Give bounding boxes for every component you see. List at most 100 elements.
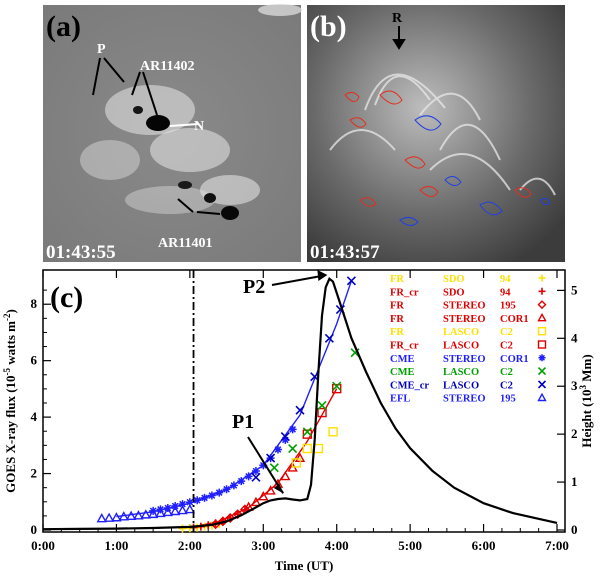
legend-instrument: LASCO <box>443 341 479 352</box>
square-marker <box>537 327 547 336</box>
label-r: R <box>392 11 403 26</box>
legend-object: CME <box>390 354 415 365</box>
triangle-marker <box>250 496 262 507</box>
triangle-marker <box>118 511 129 521</box>
y-tick-label: 6 <box>31 353 38 368</box>
legend-instrument: SDO <box>443 287 465 298</box>
annotation-p2-arrowhead <box>317 270 328 281</box>
triangle-marker <box>162 506 174 517</box>
star-marker <box>193 496 202 505</box>
y-tick-label: 0 <box>31 522 38 537</box>
y2-ticks: 0 1 2 3 4 5 <box>557 282 578 537</box>
euv-loops <box>329 73 556 196</box>
panel-a-arrows <box>92 57 221 215</box>
x-marker <box>332 381 342 391</box>
legend-object: FR <box>390 301 404 312</box>
square-marker <box>332 383 342 394</box>
legend-object: FR_cr <box>390 341 419 352</box>
legend-object: FR <box>390 274 404 285</box>
x-marker <box>537 367 547 376</box>
legend-instrument: SDO <box>443 274 465 285</box>
legend-channel: C2 <box>500 380 513 391</box>
triangle-marker <box>265 485 276 495</box>
legend-instrument: LASCO <box>443 367 479 378</box>
diamond-marker <box>217 516 228 527</box>
y-axis-title: GOES X-ray flux (10-5 watts m-2) <box>2 309 18 493</box>
label-n: N <box>194 119 204 134</box>
x-tick-label: 1:00 <box>105 538 129 553</box>
data-markers <box>96 276 360 533</box>
x-marker <box>280 431 290 442</box>
triangle-marker <box>184 503 196 514</box>
square-marker <box>313 443 324 454</box>
star-marker <box>251 467 260 476</box>
legend-channel: C2 <box>500 327 513 338</box>
x-marker <box>251 472 261 482</box>
panel-a-time: 01:43:55 <box>46 242 116 263</box>
star-marker <box>281 435 290 444</box>
x-tick-label: 3:00 <box>251 538 275 553</box>
x-tick-label: 6:00 <box>472 538 496 553</box>
panel-a-label: (a) <box>46 10 81 43</box>
euv-image <box>307 5 565 262</box>
star-marker <box>185 498 194 507</box>
triangle-marker <box>147 508 159 519</box>
label-ar11402: AR11402 <box>140 59 194 74</box>
triangle-marker <box>111 512 122 522</box>
plus-marker <box>538 287 546 295</box>
x-marker <box>266 453 276 463</box>
x-marker <box>302 427 312 437</box>
x-marker <box>324 333 334 343</box>
star-marker <box>222 485 231 494</box>
triangle-marker <box>96 513 107 523</box>
legend-instrument: LASCO <box>443 327 479 338</box>
legend-instrument: STEREO <box>443 394 486 405</box>
annotation-p1-arrow <box>247 436 284 494</box>
star-marker <box>237 477 246 486</box>
legend-object: CME <box>390 367 415 378</box>
star-marker <box>538 354 546 362</box>
star-marker <box>273 445 282 454</box>
goes-flux-line <box>42 277 558 531</box>
legend-channel: 195 <box>500 301 516 312</box>
plot-frame <box>42 269 566 533</box>
panel-b-label: (b) <box>310 10 347 43</box>
x-axis-title: Time (UT) <box>275 558 334 573</box>
legend-object: FR <box>390 314 404 325</box>
y-tick-label: 8 <box>31 296 38 311</box>
x-marker <box>269 463 279 473</box>
legend-instrument: STEREO <box>443 354 486 365</box>
panel-c-chart: 0:00 1:00 2:00 3:00 4:00 5:00 6:00 7:00 0 2 4 6 8 0… <box>2 269 594 573</box>
panel-b: (b) 01:43:57 R <box>307 5 565 263</box>
triangle-marker <box>177 504 188 515</box>
star-marker <box>244 472 253 481</box>
plus-marker <box>538 274 546 282</box>
y2-axis-title: Height (103 Mm) <box>578 354 594 447</box>
legend-object: CME_cr <box>390 380 429 391</box>
triangle-marker <box>537 392 547 402</box>
triangle-marker <box>155 507 166 518</box>
y2-tick-label: 3 <box>571 378 578 393</box>
annotation-p1-arrowhead <box>274 483 284 494</box>
triangle-marker <box>258 491 269 501</box>
y-tick-label: 2 <box>31 466 38 481</box>
legend-channel: 94 <box>500 287 511 298</box>
legend-channel: COR1 <box>500 354 529 365</box>
triangle-marker <box>280 470 291 481</box>
star-marker <box>288 425 297 434</box>
star-marker <box>207 491 216 500</box>
legend-channel: C2 <box>500 367 513 378</box>
x-tick-label: 2:00 <box>178 538 202 553</box>
legend: FR SDO 94 FR_cr SDO 94 FR STEREO 195 FR STEREO COR1… <box>390 274 547 405</box>
y-tick-label: 4 <box>31 409 38 424</box>
legend-object: FR_cr <box>390 287 419 298</box>
y2-tick-label: 0 <box>571 522 578 537</box>
euv-contours <box>344 90 551 226</box>
triangle-marker <box>169 505 181 516</box>
legend-instrument: LASCO <box>443 380 479 391</box>
plus-marker <box>178 524 187 533</box>
y2-tick-label: 2 <box>571 426 578 441</box>
magnetogram-features <box>80 4 302 220</box>
legend-channel: COR1 <box>500 314 529 325</box>
